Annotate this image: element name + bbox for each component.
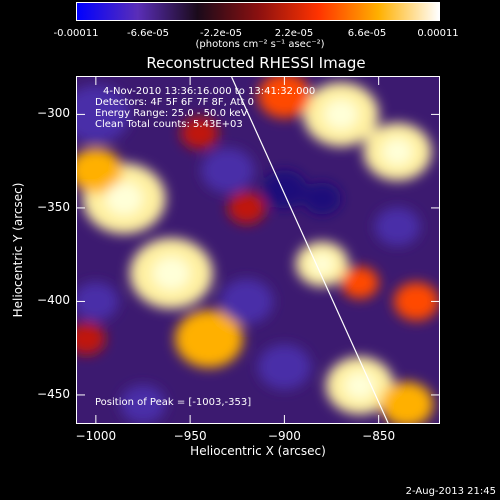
heatmap-blob: [180, 117, 219, 150]
heatmap-blob: [380, 381, 434, 423]
heatmap-blob: [77, 148, 123, 193]
x-tick-label: −1000: [75, 429, 117, 443]
annotation-method: Clean Total counts: 5.43E+03: [95, 119, 243, 130]
heatmap-blob: [77, 85, 130, 144]
heatmap-blob: [340, 266, 379, 299]
colorbar-tick: 0.00011: [417, 28, 459, 39]
annotation-time: 4-Nov-2010 13:36:16.000 to 13:41:32.000: [103, 86, 316, 97]
heatmap-blob-core: [105, 181, 143, 216]
x-tick-label: −900: [267, 429, 301, 443]
x-tick-label: −950: [173, 429, 207, 443]
heatmap-blob: [393, 282, 439, 321]
x-tick-label: −850: [362, 429, 396, 443]
heatmap-blob: [374, 207, 421, 246]
colorbar-tick: -0.00011: [53, 28, 99, 39]
heatmap-blob-core: [310, 253, 334, 275]
heatmap-blob: [303, 182, 341, 215]
colorbar-units: (photons cm⁻² s⁻¹ asec⁻²): [195, 39, 325, 50]
annotation-detectors: Detectors: 4F 5F 6F 7F 8F, Att 0: [95, 97, 255, 108]
heatmap-blob-core: [382, 138, 413, 166]
chart-title: Reconstructed RHESSI Image: [146, 54, 366, 72]
y-axis-label: Heliocentric Y (arcsec): [11, 182, 25, 318]
colorbar-tick: -6.6e-05: [127, 28, 169, 39]
colorbar: [76, 2, 440, 21]
timestamp-footer: 2-Aug-2013 21:45: [405, 486, 496, 497]
heatmap-blob: [77, 322, 106, 355]
y-tick-label: −400: [37, 293, 70, 308]
heatmap-blob: [77, 282, 119, 321]
solar-limb-line: [231, 77, 389, 423]
heatmap-blobs: [77, 77, 439, 423]
heatmap-blob: [175, 309, 243, 368]
heatmap-blob: [220, 278, 274, 324]
colorbar-tick: -2.2e-05: [200, 28, 242, 39]
heatmap-blob: [120, 385, 166, 423]
heatmap-blob: [261, 169, 308, 209]
heatmap-blob-core: [323, 99, 358, 130]
y-tick-label: −300: [37, 106, 70, 121]
peak-position-label: Position of Peak = [-1003,-353]: [95, 397, 252, 408]
heatmap-blob: [201, 148, 255, 193]
colorbar-tick: 6.6e-05: [347, 28, 387, 39]
heatmap-blob: [258, 77, 311, 119]
heatmap-blob: [227, 191, 266, 224]
y-tick-label: −450: [37, 386, 70, 401]
plot-area: 4-Nov-2010 13:36:16.000 to 13:41:32.000 …: [76, 76, 440, 424]
heatmap-blob-core: [152, 256, 190, 290]
heatmap: [77, 77, 439, 423]
y-tick-label: −350: [37, 199, 70, 214]
x-axis-label: Heliocentric X (arcsec): [190, 444, 326, 458]
heatmap-blob-core: [344, 372, 376, 400]
heatmap-blob: [258, 344, 311, 390]
annotation-energy: Energy Range: 25.0 - 50.0 keV: [95, 108, 248, 119]
colorbar-tick: 2.2e-05: [274, 28, 314, 39]
